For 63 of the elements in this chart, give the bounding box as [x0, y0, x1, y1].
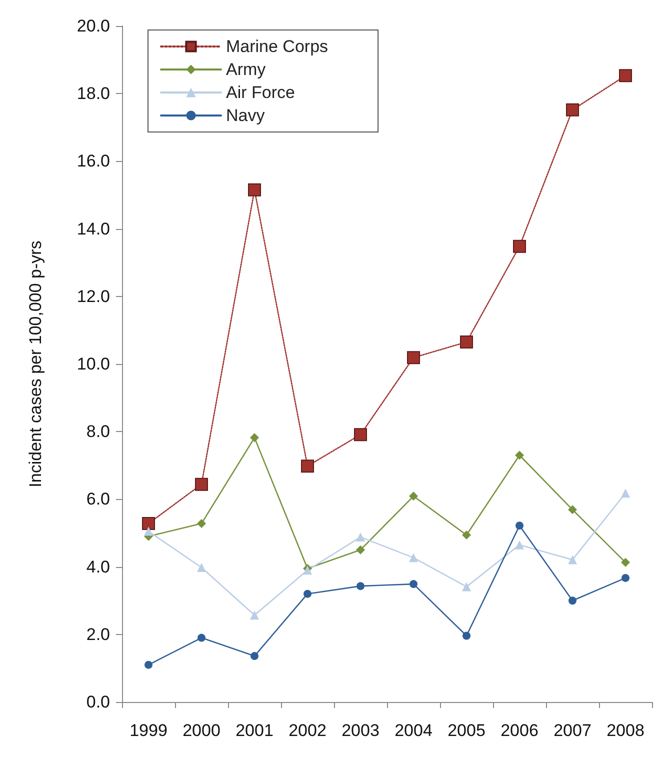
point — [250, 433, 259, 442]
x-tick-label: 2006 — [500, 721, 538, 740]
point — [621, 558, 630, 567]
point — [195, 478, 208, 491]
legend-label: Navy — [226, 106, 266, 125]
y-tick-label: 6.0 — [86, 490, 110, 509]
x-tick-label: 2001 — [236, 721, 274, 740]
point — [568, 555, 577, 564]
point — [407, 351, 420, 364]
point — [622, 574, 630, 582]
x-tick-label: 2005 — [448, 721, 486, 740]
point — [304, 590, 312, 598]
point — [144, 660, 152, 669]
point — [621, 488, 630, 498]
point — [513, 240, 526, 253]
point — [248, 183, 261, 196]
point — [619, 69, 632, 82]
point — [144, 526, 153, 536]
point — [566, 103, 579, 116]
point — [301, 460, 314, 473]
point — [462, 632, 470, 640]
y-tick-label: 18.0 — [76, 84, 110, 104]
point — [568, 596, 576, 605]
point — [356, 582, 364, 590]
point — [516, 522, 524, 530]
x-tick-label: 2003 — [342, 721, 380, 740]
legend-label: Marine Corps — [226, 37, 328, 56]
point — [409, 553, 418, 562]
y-tick-label: 14.0 — [76, 219, 110, 238]
x-tick-label: 2002 — [288, 721, 326, 740]
point — [197, 562, 206, 572]
point — [410, 580, 418, 588]
point — [250, 610, 259, 620]
point — [409, 492, 418, 501]
point — [568, 505, 577, 514]
y-tick-label: 10.0 — [76, 354, 110, 374]
y-tick-label: 0.0 — [86, 692, 110, 712]
y-tick-label: 2.0 — [86, 624, 110, 644]
point — [356, 532, 365, 542]
point — [142, 517, 155, 530]
point — [250, 652, 258, 660]
point — [354, 428, 367, 442]
y-axis-title: Incident cases per 100,000 p-yrs — [26, 240, 45, 488]
point — [462, 582, 471, 592]
y-tick-label: 12.0 — [76, 286, 110, 306]
x-tick-label: 2007 — [554, 721, 592, 740]
legend-label: Air Force — [226, 83, 295, 102]
point — [356, 545, 365, 554]
x-tick-label: 2000 — [182, 721, 220, 740]
point — [460, 336, 473, 349]
point — [515, 450, 524, 460]
x-tick-label: 2008 — [606, 721, 644, 740]
y-tick-label: 8.0 — [86, 422, 110, 442]
point — [515, 540, 524, 550]
point — [462, 530, 471, 540]
x-tick-label: 1999 — [130, 721, 168, 740]
y-tick-label: 20.0 — [76, 16, 110, 36]
y-tick-label: 4.0 — [86, 557, 110, 576]
point — [197, 519, 206, 528]
legend-label: Army — [226, 60, 266, 79]
point — [198, 634, 206, 642]
x-tick-label: 2004 — [394, 721, 432, 740]
y-tick-label: 16.0 — [76, 152, 110, 171]
